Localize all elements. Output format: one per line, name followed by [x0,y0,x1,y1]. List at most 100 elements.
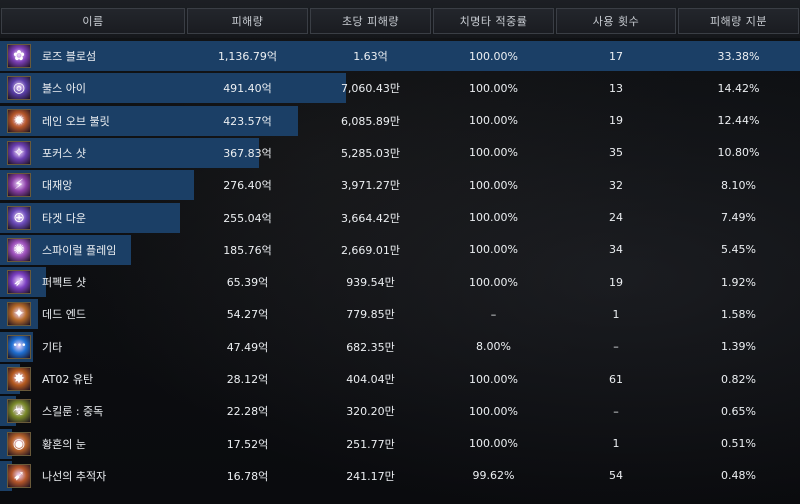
table-row[interactable]: ◉ 황혼의 눈 17.52억 251.77만 100.00% 1 0.51% [0,428,800,459]
cell-damage-share: 12.44% [717,114,760,128]
table-row[interactable]: ✿ 로즈 블로섬 1,136.79억 1.63억 100.00% 17 33.38% [0,41,800,71]
cell-damage-share: 1.92% [721,275,756,289]
cell-damage: 22.28억 [226,405,269,419]
table-row[interactable]: ☣ 스킬룬 : 중독 22.28억 320.20만 100.00% – 0.65% [0,396,800,427]
damage-share-bar [0,460,12,491]
cell-damage: 54.27억 [226,308,269,322]
table-row[interactable]: ✧ 포커스 샷 367.83억 5,285.03만 100.00% 35 10.80% [0,137,800,168]
cell-damage-share: 0.65% [721,404,756,418]
cell-skill-name: 스킬룬 : 중독 [42,405,104,419]
cell-crit-rate: 100.00% [469,275,518,289]
column-header-use-count[interactable]: 사용 횟수 [556,8,676,34]
cell-skill-name: 레인 오브 불릿 [42,114,110,128]
grenade-icon: ✸ [7,367,31,391]
table-header: 이름 피해량 초당 피해량 치명타 적중률 사용 횟수 피해량 지분 [0,0,800,38]
table-row[interactable]: ⊕ 타겟 다운 255.04억 3,664.42만 100.00% 24 7.49% [0,202,800,233]
cell-damage: 423.57억 [223,114,272,128]
cell-crit-rate: 99.62% [472,469,515,483]
poison-rune-icon: ☣ [7,399,31,424]
cell-damage-share: 1.58% [721,307,756,321]
cell-skill-name: 나선의 추적자 [42,469,107,483]
cell-damage: 16.78억 [226,469,269,483]
cell-skill-name: 기타 [42,340,63,354]
table-row[interactable]: ✦ 데드 엔드 54.27억 779.85만 – 1 1.58% [0,299,800,330]
perfect-shot-icon: ➶ [7,270,31,295]
cell-damage: 65.39억 [226,276,269,290]
cell-dps: 404.04만 [346,373,395,386]
cell-skill-name: 퍼펙트 샷 [42,276,86,290]
cell-crit-rate: 100.00% [469,211,518,224]
cell-use-count: 19 [609,114,623,128]
damage-share-bar [0,170,195,201]
cell-use-count: 24 [609,211,623,224]
table-row[interactable]: ◎ 불스 아이 491.40억 7,060.43만 100.00% 13 14.42% [0,73,800,104]
cell-dps: 6,085.89만 [340,114,401,128]
twilight-eye-icon: ◉ [7,431,31,456]
column-header-crit-rate[interactable]: 치명타 적중률 [433,8,554,34]
table-row[interactable]: ✸ AT02 유탄 28.12억 404.04만 100.00% 61 0.82% [0,364,800,394]
cell-crit-rate: – [490,307,497,321]
cell-damage-share: 7.49% [721,211,756,224]
catastrophe-icon: ⚡ [7,173,31,198]
cell-skill-name: 로즈 블로섬 [42,50,97,63]
cell-dps: 779.85만 [346,308,395,322]
cell-skill-name: 불스 아이 [42,82,86,96]
rose-blossom-icon: ✿ [7,44,31,68]
focus-shot-icon: ✧ [7,140,31,165]
table-row[interactable]: ✹ 레인 오브 불릿 423.57억 6,085.89만 100.00% 19 12.44% [0,105,800,136]
cell-use-count: 35 [609,146,623,160]
cell-use-count: – [613,404,619,418]
cell-damage: 367.83억 [223,146,272,160]
cell-damage-share: 0.48% [721,469,756,483]
cell-dps: 5,285.03만 [340,146,401,160]
cell-skill-name: 포커스 샷 [42,146,86,160]
cell-crit-rate: 100.00% [469,49,518,63]
cell-use-count: 17 [609,49,623,63]
cell-dps: 3,664.42만 [340,211,401,225]
table-row[interactable]: ⚡ 대재앙 276.40억 3,971.27만 100.00% 32 8.10% [0,170,800,201]
rain-of-bullet-icon: ✹ [7,108,31,133]
cell-skill-name: 데드 엔드 [42,308,86,322]
cell-use-count: 1 [612,307,620,321]
table-row[interactable]: ➹ 나선의 추적자 16.78억 241.17만 99.62% 54 0.48% [0,460,800,491]
cell-dps: 7,060.43만 [340,82,401,96]
column-header-damage[interactable]: 피해량 [187,8,308,34]
table-row[interactable]: ✺ 스파이럴 플레임 185.76억 2,669.01만 100.00% 34 5.45% [0,234,800,265]
damage-share-bar [0,137,259,168]
cell-damage-share: 5.45% [721,243,756,257]
cell-crit-rate: 100.00% [469,178,518,192]
cell-damage: 276.40억 [223,179,272,193]
cell-damage: 185.76억 [223,243,272,257]
cell-dps: 3,971.27만 [340,179,401,193]
spiral-flame-icon: ✺ [7,237,31,262]
cell-damage-share: 10.80% [717,146,760,160]
cell-dps: 682.35만 [346,340,395,354]
bulls-eye-icon: ◎ [7,76,31,101]
cell-use-count: 1 [612,437,620,451]
cell-damage-share: 0.82% [721,372,756,386]
cell-skill-name: 황혼의 눈 [42,437,86,451]
cell-crit-rate: 100.00% [469,404,518,418]
cell-damage-share: 8.10% [721,178,756,192]
cell-crit-rate: 100.00% [469,372,518,386]
damage-share-bar [0,105,299,136]
column-header-damage-share[interactable]: 피해량 지분 [678,8,799,34]
table-row[interactable]: ➶ 퍼펙트 샷 65.39억 939.54만 100.00% 19 1.92% [0,267,800,298]
cell-skill-name: 스파이럴 플레임 [42,243,117,257]
cell-crit-rate: 100.00% [469,81,518,95]
dead-end-icon: ✦ [7,302,31,327]
cell-damage: 1,136.79억 [217,50,278,63]
cell-use-count: – [613,340,619,354]
column-header-dps[interactable]: 초당 피해량 [310,8,431,34]
cell-skill-name: AT02 유탄 [42,373,94,386]
column-header-name[interactable]: 이름 [1,8,185,34]
cell-dps: 251.77만 [346,437,395,451]
cell-dps: 2,669.01만 [340,243,401,257]
target-down-icon: ⊕ [7,205,31,230]
table-row[interactable]: ••• 기타 47.49억 682.35만 8.00% – 1.39% [0,331,800,362]
cell-use-count: 32 [609,178,623,192]
cell-use-count: 19 [609,275,623,289]
cell-use-count: 34 [609,243,623,257]
cell-skill-name: 대재앙 [42,179,73,193]
